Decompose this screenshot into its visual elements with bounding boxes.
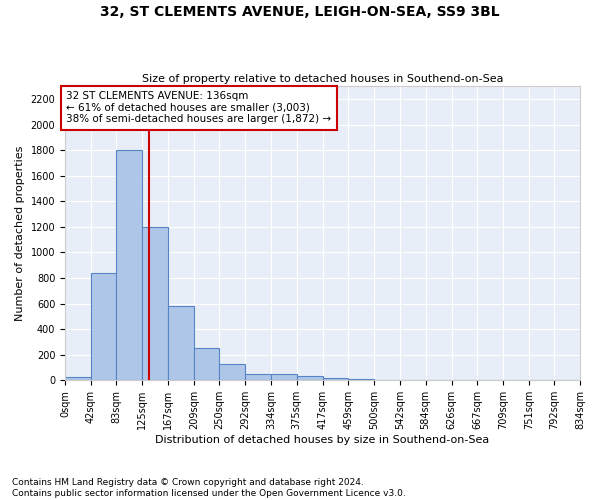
Bar: [65, 377, 91, 380]
Text: Contains HM Land Registry data © Crown copyright and database right 2024.
Contai: Contains HM Land Registry data © Crown c…: [12, 478, 406, 498]
Text: 32 ST CLEMENTS AVENUE: 136sqm
← 61% of detached houses are smaller (3,003)
38% o: 32 ST CLEMENTS AVENUE: 136sqm ← 61% of d…: [66, 92, 331, 124]
Bar: [245, 374, 271, 380]
Bar: [194, 348, 220, 380]
Title: Size of property relative to detached houses in Southend-on-Sea: Size of property relative to detached ho…: [142, 74, 503, 84]
Bar: [220, 364, 245, 380]
Bar: [271, 374, 296, 380]
Text: 32, ST CLEMENTS AVENUE, LEIGH-ON-SEA, SS9 3BL: 32, ST CLEMENTS AVENUE, LEIGH-ON-SEA, SS…: [100, 5, 500, 19]
X-axis label: Distribution of detached houses by size in Southend-on-Sea: Distribution of detached houses by size …: [155, 435, 490, 445]
Bar: [116, 150, 142, 380]
Bar: [91, 273, 116, 380]
Bar: [168, 306, 194, 380]
Bar: [323, 378, 349, 380]
Bar: [142, 227, 168, 380]
Bar: [296, 376, 323, 380]
Bar: [349, 379, 374, 380]
Y-axis label: Number of detached properties: Number of detached properties: [15, 146, 25, 321]
